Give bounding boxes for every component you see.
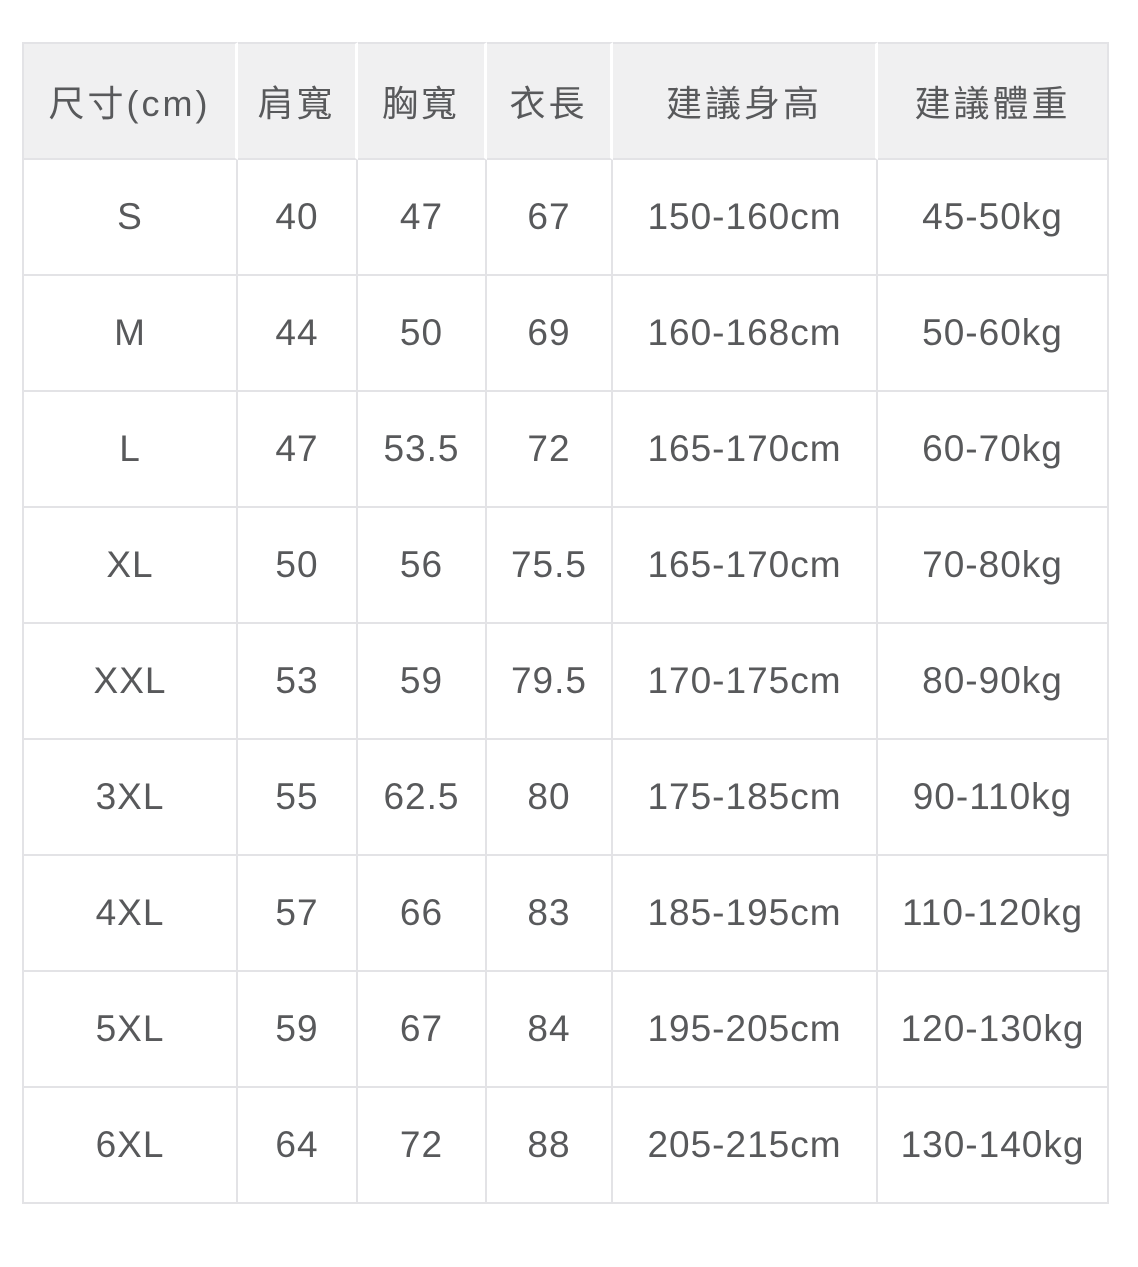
height-cell: 175-185cm [613,740,878,856]
shoulder-cell: 57 [238,856,358,972]
shoulder-cell: 50 [238,508,358,624]
chest-cell: 50 [358,276,487,392]
column-header-chest: 胸寬 [358,42,487,160]
height-cell: 195-205cm [613,972,878,1088]
table-row: M 44 50 69 160-168cm 50-60kg [22,276,1109,392]
length-cell: 69 [487,276,613,392]
height-cell: 150-160cm [613,160,878,276]
shoulder-cell: 44 [238,276,358,392]
chest-cell: 56 [358,508,487,624]
weight-cell: 45-50kg [878,160,1109,276]
length-cell: 88 [487,1088,613,1204]
length-cell: 72 [487,392,613,508]
length-cell: 75.5 [487,508,613,624]
height-cell: 205-215cm [613,1088,878,1204]
shoulder-cell: 53 [238,624,358,740]
size-cell: M [22,276,238,392]
chest-cell: 66 [358,856,487,972]
size-cell: 6XL [22,1088,238,1204]
table-header-row: 尺寸(cm) 肩寬 胸寬 衣長 建議身高 建議體重 [22,42,1109,160]
chest-cell: 72 [358,1088,487,1204]
table-row: S 40 47 67 150-160cm 45-50kg [22,160,1109,276]
size-cell: XL [22,508,238,624]
shoulder-cell: 55 [238,740,358,856]
column-header-length: 衣長 [487,42,613,160]
table-row: 3XL 55 62.5 80 175-185cm 90-110kg [22,740,1109,856]
weight-cell: 130-140kg [878,1088,1109,1204]
shoulder-cell: 40 [238,160,358,276]
size-cell: 4XL [22,856,238,972]
weight-cell: 50-60kg [878,276,1109,392]
size-cell: L [22,392,238,508]
column-header-size: 尺寸(cm) [22,42,238,160]
shoulder-cell: 59 [238,972,358,1088]
shoulder-cell: 64 [238,1088,358,1204]
size-chart-table: 尺寸(cm) 肩寬 胸寬 衣長 建議身高 建議體重 S 40 47 67 150… [22,42,1109,1204]
weight-cell: 120-130kg [878,972,1109,1088]
height-cell: 160-168cm [613,276,878,392]
height-cell: 165-170cm [613,508,878,624]
length-cell: 67 [487,160,613,276]
weight-cell: 70-80kg [878,508,1109,624]
size-cell: 5XL [22,972,238,1088]
weight-cell: 60-70kg [878,392,1109,508]
chest-cell: 53.5 [358,392,487,508]
chest-cell: 59 [358,624,487,740]
chest-cell: 67 [358,972,487,1088]
table-row: 6XL 64 72 88 205-215cm 130-140kg [22,1088,1109,1204]
length-cell: 80 [487,740,613,856]
column-header-weight: 建議體重 [878,42,1109,160]
chest-cell: 47 [358,160,487,276]
table-row: XXL 53 59 79.5 170-175cm 80-90kg [22,624,1109,740]
table-row: 4XL 57 66 83 185-195cm 110-120kg [22,856,1109,972]
length-cell: 84 [487,972,613,1088]
table-row: L 47 53.5 72 165-170cm 60-70kg [22,392,1109,508]
length-cell: 79.5 [487,624,613,740]
weight-cell: 80-90kg [878,624,1109,740]
length-cell: 83 [487,856,613,972]
weight-cell: 110-120kg [878,856,1109,972]
height-cell: 165-170cm [613,392,878,508]
column-header-shoulder: 肩寬 [238,42,358,160]
shoulder-cell: 47 [238,392,358,508]
weight-cell: 90-110kg [878,740,1109,856]
height-cell: 170-175cm [613,624,878,740]
column-header-height: 建議身高 [613,42,878,160]
chest-cell: 62.5 [358,740,487,856]
size-cell: 3XL [22,740,238,856]
height-cell: 185-195cm [613,856,878,972]
size-cell: XXL [22,624,238,740]
table-row: 5XL 59 67 84 195-205cm 120-130kg [22,972,1109,1088]
size-cell: S [22,160,238,276]
table-row: XL 50 56 75.5 165-170cm 70-80kg [22,508,1109,624]
